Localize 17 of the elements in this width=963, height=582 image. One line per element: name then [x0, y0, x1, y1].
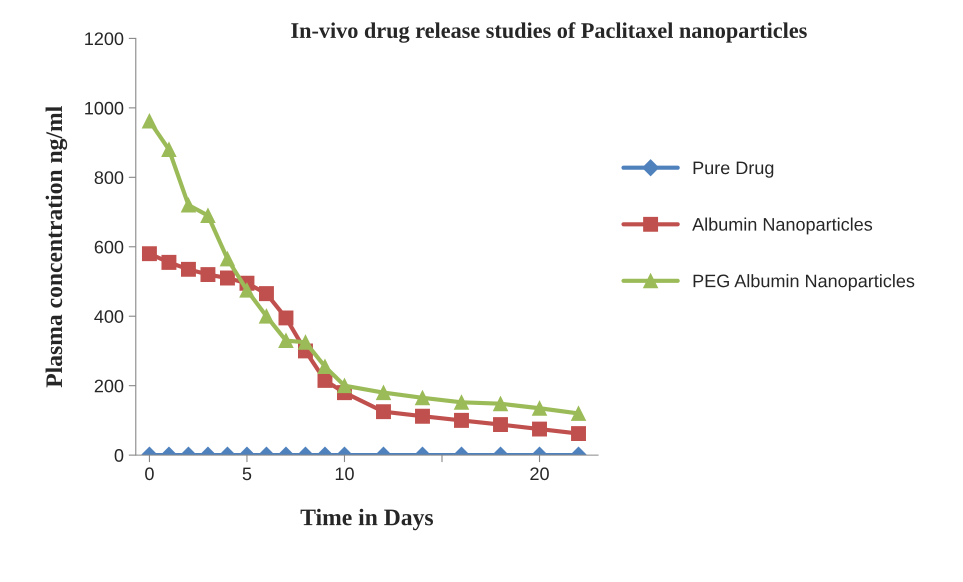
y-tick-label: 400 — [94, 310, 124, 323]
x-tick-label: 20 — [530, 467, 549, 480]
legend-label: PEG Albumin Nanoparticles — [694, 274, 914, 291]
y-tick-label: 200 — [94, 380, 124, 392]
x-axis-title: Time in Days — [300, 508, 434, 530]
y-tick-label: 1000 — [85, 102, 124, 115]
y-tick-label: 1200 — [85, 32, 124, 46]
x-tick-label: 5 — [242, 468, 252, 480]
y-tick-label: 0 — [114, 449, 124, 462]
x-tick-label: 0 — [145, 467, 154, 480]
chart-title: In-vivo drug release studies of Paclitaxel nanoparticles — [291, 22, 807, 43]
y-axis-title: Plasma concentration ng/ml — [46, 106, 68, 388]
legend-label: Pure Drug — [694, 162, 774, 178]
y-tick-label: 800 — [94, 171, 124, 184]
x-tick-label: 10 — [336, 467, 354, 480]
y-tick-label: 600 — [94, 240, 124, 254]
legend-label: Albumin Nanoparticles — [692, 218, 872, 234]
